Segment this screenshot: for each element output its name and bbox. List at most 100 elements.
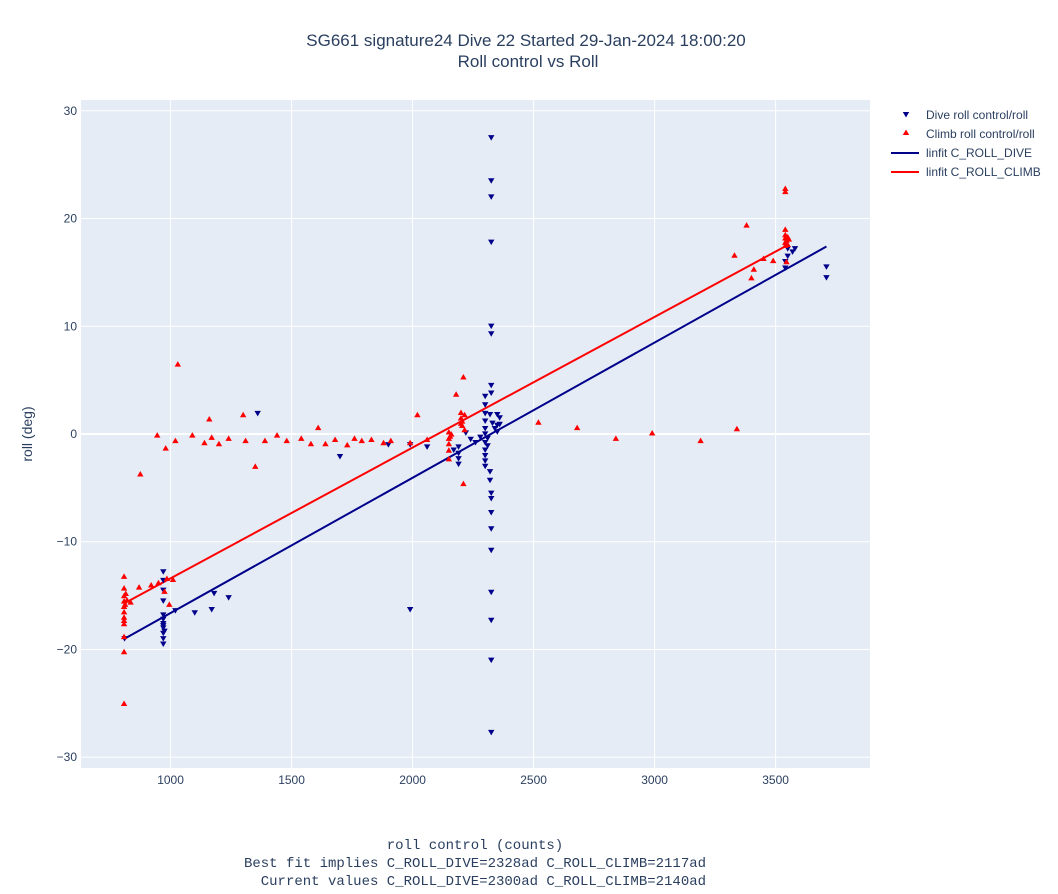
dive-point xyxy=(823,275,830,281)
climb-point xyxy=(733,425,741,432)
climb-point xyxy=(252,463,259,469)
dive-point xyxy=(486,477,494,484)
dive-point xyxy=(208,607,215,613)
climb-point xyxy=(121,601,129,607)
dive-point xyxy=(488,589,495,596)
dive-point xyxy=(481,418,489,424)
dive-point xyxy=(494,412,501,418)
climb-point xyxy=(344,441,351,448)
climb-point xyxy=(445,447,453,453)
dive-point xyxy=(488,729,495,736)
dive-point xyxy=(488,657,495,664)
fit-line-series-3 xyxy=(124,243,790,605)
dive-point xyxy=(160,636,167,642)
legend-item-climb[interactable]: Climb roll control/roll xyxy=(902,127,1035,141)
climb-point xyxy=(174,361,182,367)
climb-point xyxy=(406,439,414,446)
x-tick-label: 1000 xyxy=(157,773,184,787)
climb-point xyxy=(782,226,789,232)
climb-point xyxy=(697,437,704,444)
climb-point xyxy=(743,222,750,228)
plot-clip xyxy=(120,135,830,736)
x-tick-label: 1500 xyxy=(278,773,305,787)
climb-point xyxy=(225,435,232,441)
current-values-note: Current values C_ROLL_DIVE=2300ad C_ROLL… xyxy=(244,874,706,890)
dive-point xyxy=(789,249,796,255)
climb-point xyxy=(166,601,173,607)
dive-point xyxy=(488,178,495,184)
dive-point xyxy=(423,444,431,450)
dive-point xyxy=(160,569,167,575)
dive-point xyxy=(486,412,494,418)
dive-point xyxy=(191,610,198,616)
dive-point xyxy=(488,135,495,141)
climb-point xyxy=(242,437,249,444)
y-tick-label: −30 xyxy=(57,750,78,764)
climb-point xyxy=(784,241,791,247)
climb-point xyxy=(782,188,789,195)
legend-dive-label: Dive roll control/roll xyxy=(926,108,1028,122)
climb-point xyxy=(458,422,466,428)
dive-point xyxy=(160,612,167,618)
climb-point xyxy=(120,585,128,591)
x-tick-label: 3500 xyxy=(762,773,789,787)
climb-point xyxy=(457,409,465,416)
climb-point xyxy=(448,431,455,437)
tick-labels: 1000 1500 2000 2500 3000 3500 −30 −20 −10 0 10 20 30 xyxy=(57,104,790,787)
climb-point xyxy=(322,440,329,447)
legend-item-climb-fit[interactable]: linfit C_ROLL_CLIMB xyxy=(891,165,1041,179)
climb-point xyxy=(215,440,223,447)
climb-point xyxy=(137,470,144,477)
climb-point xyxy=(414,411,421,418)
dive-point xyxy=(254,410,261,417)
climb-point xyxy=(120,700,128,706)
climb-point xyxy=(161,588,168,594)
y-tick-label: −10 xyxy=(57,535,78,549)
climb-point xyxy=(782,185,789,191)
climb-point xyxy=(785,236,793,242)
dive-point xyxy=(161,628,168,635)
dive-point xyxy=(488,239,495,246)
climb-point xyxy=(748,274,755,281)
grid-lines xyxy=(81,100,870,768)
legend[interactable]: Dive roll control/roll Climb roll contro… xyxy=(891,108,1041,179)
climb-point xyxy=(461,426,468,433)
climb-point xyxy=(120,614,128,620)
y-tick-label: 10 xyxy=(64,319,78,333)
climb-point xyxy=(460,480,467,487)
y-tick-label: 0 xyxy=(70,427,77,441)
y-axis-label: roll (deg) xyxy=(19,406,35,461)
x-axis-label: roll control (counts) xyxy=(387,838,563,854)
climb-point xyxy=(162,445,169,451)
climb-point xyxy=(314,424,322,431)
best-fit-note: Best fit implies C_ROLL_DIVE=2328ad C_RO… xyxy=(244,856,706,872)
climb-point xyxy=(298,435,305,441)
climb-point xyxy=(206,416,213,422)
climb-point xyxy=(307,440,315,447)
dive-point xyxy=(488,510,495,516)
climb-point xyxy=(163,575,171,581)
dive-point xyxy=(160,598,167,604)
climb-point xyxy=(368,436,375,442)
dive-point xyxy=(488,496,495,502)
dive-point xyxy=(491,426,499,432)
climb-point xyxy=(261,437,269,444)
climb-point xyxy=(731,252,738,258)
climb-point xyxy=(283,437,290,444)
climb-point xyxy=(458,418,466,424)
legend-item-dive[interactable]: Dive roll control/roll xyxy=(902,108,1028,122)
legend-item-dive-fit[interactable]: linfit C_ROLL_DIVE xyxy=(891,146,1032,160)
dive-point xyxy=(488,617,495,624)
dive-point xyxy=(488,490,495,497)
climb-point xyxy=(750,266,758,272)
dive-point xyxy=(210,590,218,597)
y-tick-label: 20 xyxy=(64,212,78,226)
climb-point xyxy=(380,439,387,446)
dive-point xyxy=(481,463,489,470)
dive-point xyxy=(172,608,179,614)
x-tick-label: 3000 xyxy=(641,773,668,787)
chart-title-line-1: SG661 signature24 Dive 22 Started 29-Jan… xyxy=(306,31,745,50)
climb-point xyxy=(122,590,129,597)
climb-point xyxy=(123,597,131,603)
